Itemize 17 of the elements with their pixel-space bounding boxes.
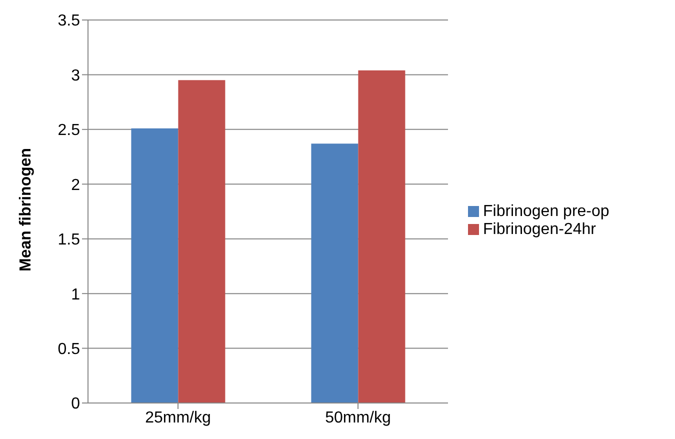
y-tick-label: 2	[71, 176, 80, 194]
y-tick-label: 3.5	[58, 12, 80, 30]
y-tick-label: 3	[71, 67, 80, 84]
x-tick-label: 50mm/kg	[325, 409, 391, 426]
y-tick-label: 2.5	[58, 122, 80, 140]
x-tick-label: 25mm/kg	[145, 409, 211, 426]
bar	[311, 144, 358, 403]
y-tick-label: 0	[71, 396, 80, 413]
y-tick-label: 1.5	[58, 232, 80, 249]
y-axis-title: Mean fibrinogen	[18, 148, 35, 272]
y-tick-label: 1	[71, 286, 80, 304]
bar	[131, 128, 178, 403]
y-tick-label: 0.5	[58, 340, 80, 358]
bar	[178, 80, 226, 403]
legend-label: Fibrinogen pre-op	[483, 202, 610, 220]
bar	[358, 70, 406, 403]
legend-label: Fibrinogen-24hr	[483, 220, 596, 238]
